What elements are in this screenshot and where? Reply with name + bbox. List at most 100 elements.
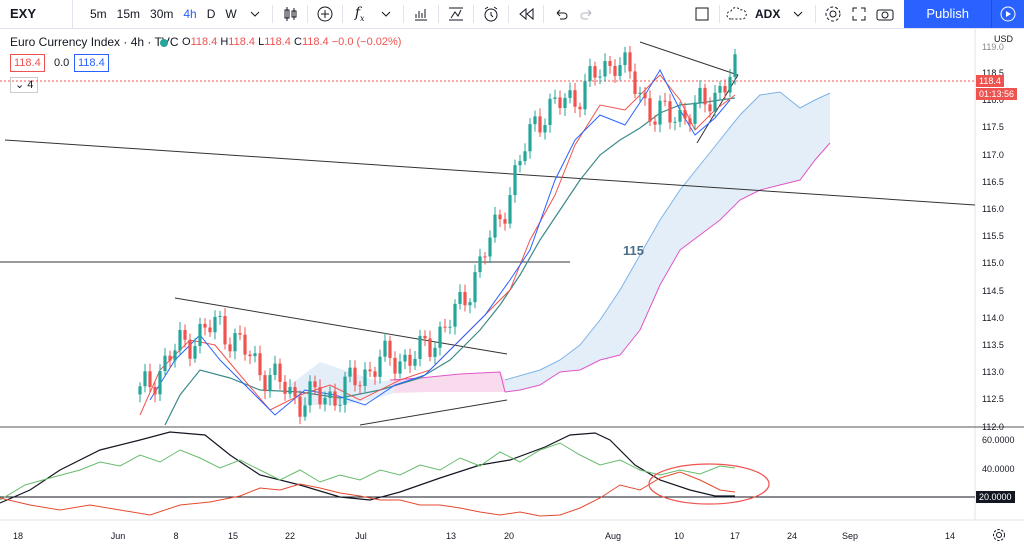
time-tick: 14 (944, 531, 956, 541)
ask-box[interactable]: 118.4 (74, 54, 109, 72)
time-tick: 18 (12, 531, 24, 541)
candle (583, 81, 587, 110)
candle (538, 116, 542, 133)
adx-tick-40: 40.0000 (982, 464, 1015, 474)
candle (348, 367, 352, 377)
candle (423, 335, 427, 339)
divider (341, 5, 343, 23)
price-tick: 118.5 (982, 68, 1004, 78)
interval-30m[interactable]: 30m (150, 7, 174, 21)
candle (518, 161, 522, 166)
descending-trendline[interactable] (174, 297, 508, 355)
time-tick: 15 (227, 531, 239, 541)
ascending-trendline[interactable] (359, 399, 508, 426)
candles-icon[interactable] (277, 0, 303, 28)
templates-icon[interactable] (443, 0, 469, 28)
candle (708, 104, 712, 112)
interval-d[interactable]: D (206, 7, 216, 21)
cloud-icon[interactable] (724, 0, 750, 28)
candle (253, 353, 257, 357)
time-tick: 10 (673, 531, 685, 541)
candle (728, 76, 732, 93)
candle (478, 256, 482, 273)
chart-annotation[interactable]: 115 (623, 243, 644, 258)
time-tick: Jul (355, 531, 367, 541)
candle (173, 350, 177, 361)
candle (608, 61, 612, 66)
camera-icon[interactable] (872, 0, 898, 28)
time-tick: Jun (110, 531, 126, 541)
candle (138, 386, 142, 395)
long-trendline[interactable] (4, 139, 976, 206)
candle (413, 358, 417, 366)
indicators-icon[interactable]: fx (354, 5, 365, 23)
candle (158, 371, 162, 395)
candle (333, 391, 337, 406)
candle (578, 106, 582, 110)
divider (719, 5, 721, 23)
redo-icon[interactable] (574, 0, 600, 28)
financials-icon[interactable] (408, 0, 434, 28)
candle (228, 344, 232, 352)
candle (688, 118, 692, 124)
price-tick: 112.5 (982, 394, 1004, 405)
triangle-upper-line[interactable] (639, 41, 739, 76)
gear-icon[interactable] (820, 0, 846, 28)
symbol-search[interactable]: EXY (0, 0, 73, 28)
candle (598, 76, 602, 78)
interval-w[interactable]: W (225, 7, 237, 21)
gear-icon[interactable] (992, 528, 1006, 547)
candle (388, 340, 392, 358)
highlight-ellipse[interactable] (648, 463, 770, 505)
candle (368, 369, 372, 372)
add-compare-icon[interactable] (312, 0, 338, 28)
ichimoku-cloud-bearish (390, 372, 505, 393)
collapse-legend-button[interactable]: ⌄ 4 (10, 77, 39, 93)
chevron-down-icon[interactable] (785, 0, 811, 28)
chevron-down-icon[interactable] (373, 0, 399, 28)
price-tick: 114.5 (982, 285, 1004, 296)
candle (263, 375, 267, 392)
candle (288, 387, 292, 394)
fullscreen-icon[interactable] (846, 0, 872, 28)
candle (243, 334, 247, 355)
price-tick: 113.0 (982, 367, 1004, 378)
interval-4h[interactable]: 4h (183, 7, 197, 21)
candle (198, 323, 202, 347)
candle (143, 371, 147, 387)
candle (603, 61, 607, 77)
price-tick: 115.0 (982, 258, 1004, 269)
candle (318, 387, 322, 405)
senkou-span-a (504, 91, 831, 381)
play-icon[interactable] (991, 0, 1024, 28)
time-tick: 22 (284, 531, 296, 541)
candle (503, 219, 507, 224)
current-price-tag: 118.4 (976, 75, 1004, 87)
candle (613, 65, 617, 76)
candle (563, 97, 567, 109)
candle (553, 97, 557, 99)
candle (383, 340, 387, 357)
undo-icon[interactable] (548, 0, 574, 28)
publish-button[interactable]: Publish (904, 0, 991, 28)
interval-5m[interactable]: 5m (90, 7, 107, 21)
candle (353, 367, 357, 386)
candle (408, 354, 412, 366)
interval-15m[interactable]: 15m (116, 7, 141, 21)
candle (733, 54, 737, 77)
alert-icon[interactable] (478, 0, 504, 28)
chevron-down-icon[interactable] (242, 0, 268, 28)
candle (438, 326, 442, 348)
price-tick: 112.0 (982, 421, 1004, 432)
candle (443, 326, 447, 328)
candle (433, 347, 437, 357)
price-tick: 118.0 (982, 95, 1004, 106)
layout-icon[interactable] (689, 0, 715, 28)
candle (593, 66, 597, 78)
candle (568, 90, 572, 98)
bid-box[interactable]: 118.4 (10, 54, 45, 72)
candle (268, 374, 272, 392)
layout-name[interactable]: ADX (755, 7, 781, 21)
replay-icon[interactable] (513, 0, 539, 28)
